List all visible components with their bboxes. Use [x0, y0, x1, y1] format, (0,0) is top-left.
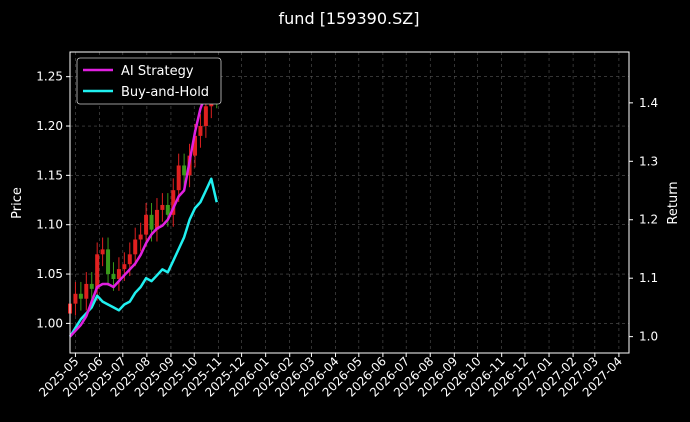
price-bar [176, 165, 181, 191]
series-line-ai-strategy [69, 72, 218, 338]
legend: AI Strategy Buy-and-Hold [76, 57, 222, 105]
price-bar [149, 214, 154, 230]
price-bar [127, 254, 132, 265]
price-bar [106, 249, 111, 275]
price-bar [160, 204, 165, 210]
chart-title: fund [159390.SZ] [279, 9, 420, 28]
price-bar [111, 274, 116, 279]
legend-label-buy-and-hold: Buy-and-Hold [121, 85, 209, 100]
y-axis-label: Price [10, 187, 25, 219]
price-bar [95, 254, 100, 289]
y-axis-right: 1.0 1.1 1.2 1.3 1.4 [629, 96, 658, 344]
price-bar [122, 264, 127, 270]
price-bar [84, 283, 89, 299]
price-bar [171, 190, 176, 215]
return-series [68, 72, 218, 338]
y-tick-label: 1.25 [36, 70, 63, 84]
price-bar [154, 209, 159, 230]
price-bar [165, 204, 170, 215]
plot-frame [69, 51, 630, 354]
y-tick-label: 1.15 [36, 168, 63, 182]
price-bar [192, 135, 197, 156]
series-line-buy-and-hold [68, 177, 218, 338]
price-bar [198, 126, 203, 136]
price-bar [100, 249, 105, 255]
price-bar [203, 106, 208, 127]
y-tick-label: 1.05 [36, 267, 63, 281]
y-tick-label: 1.00 [36, 316, 63, 330]
price-bar [182, 165, 187, 176]
y-tick-label: 1.20 [36, 119, 63, 133]
price-bar [116, 269, 121, 279]
y2-tick-label: 1.0 [639, 330, 658, 344]
legend-label-ai-strategy: AI Strategy [121, 64, 194, 79]
price-bar [144, 214, 149, 235]
y-axis-left: 1.00 1.05 1.10 1.15 1.20 1.25 [36, 70, 70, 330]
y2-tick-label: 1.3 [639, 154, 658, 168]
y-tick-label: 1.10 [36, 218, 63, 232]
price-bar [133, 239, 138, 255]
price-bar [89, 283, 94, 289]
price-bar [73, 293, 78, 304]
y2-tick-label: 1.4 [639, 96, 658, 110]
price-bar [138, 234, 143, 240]
price-bar [78, 293, 83, 299]
y2-tick-label: 1.1 [639, 271, 658, 285]
y2-tick-label: 1.2 [639, 213, 658, 227]
y2-axis-label: Return [666, 181, 681, 224]
